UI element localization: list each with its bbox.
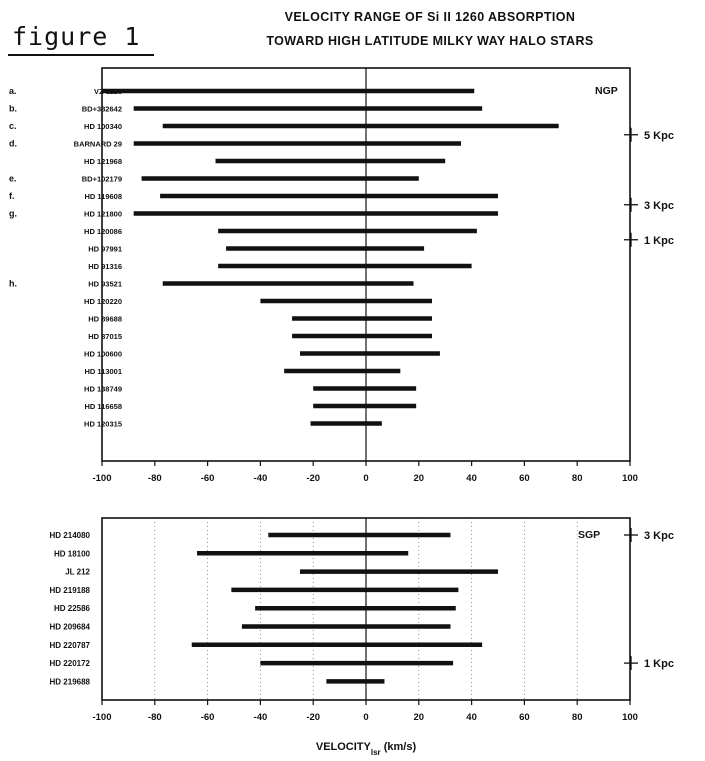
panel-2-x-axis-label: VELOCITYlsr (km/s) [316, 741, 417, 757]
panel-1-x-tick-label: 100 [622, 473, 638, 484]
panel-1-star-label: HD 121800 [84, 210, 122, 219]
panel-1-distance-label: 1 Kpc [644, 235, 674, 247]
panel-1-row-letter: c. [9, 121, 17, 131]
chart-title-line-1: VELOCITY RANGE OF Si II 1260 ABSORPTION [284, 10, 576, 24]
panel-2-star-label: HD 22586 [54, 604, 91, 613]
panel-1-row-letter: h. [9, 279, 17, 289]
panel-1-star-label: BD+102179 [82, 175, 122, 184]
panel-1-star-label: BARNARD 29 [74, 140, 122, 149]
panel-1-star-label: HD 116658 [84, 402, 122, 411]
panel-1-star-label: HD 100340 [84, 122, 122, 131]
panel-1-x-tick-label: -60 [201, 473, 215, 484]
panel-1-star-label: HD 121968 [84, 157, 122, 166]
panel-1-row-letter: e. [9, 174, 17, 184]
panel-1-star-label: HD 97991 [88, 245, 122, 254]
panel-1-star-label: BD+382642 [82, 105, 122, 114]
panel-1-distance-label: 5 Kpc [644, 130, 674, 142]
panel-1-row-letter: g. [9, 209, 17, 219]
panel-2-distance-label: 1 Kpc [644, 658, 674, 670]
panel-1-x-tick-label: 0 [363, 473, 368, 484]
panel-2-x-tick-label: 100 [622, 712, 638, 723]
panel-2-x-tick-label: -80 [148, 712, 162, 723]
panel-1-x-tick-label: -100 [92, 473, 111, 484]
panel-1-row-letter: b. [9, 104, 17, 114]
panel-2-x-tick-label: -60 [201, 712, 215, 723]
panel-1-star-label: HD 120086 [84, 227, 122, 236]
panel-1-distance-label: 3 Kpc [644, 200, 674, 212]
panel-2-star-label: HD 209684 [50, 623, 91, 632]
panel-2-panel-label: SGP [578, 529, 600, 541]
panel-2-distance-label: 3 Kpc [644, 530, 674, 542]
chart-title-line-2: TOWARD HIGH LATITUDE MILKY WAY HALO STAR… [266, 34, 594, 48]
panel-1-x-tick-label: -20 [306, 473, 320, 484]
panel-2-x-tick-label: 80 [572, 712, 583, 723]
panel-1-star-label: HD 87015 [88, 332, 122, 341]
panel-2-x-tick-label: 60 [519, 712, 530, 723]
panel-2-x-tick-label: 0 [363, 712, 368, 723]
panel-1-row-letter: d. [9, 139, 17, 149]
panel-1-star-label: HD 91316 [88, 262, 122, 271]
panel-1-star-label: HD 120315 [84, 420, 122, 429]
panel-1-row-letter: a. [9, 86, 17, 96]
panel-1-star-label: HD 138749 [84, 385, 122, 394]
panel-1-row-letter: f. [9, 191, 15, 201]
panel-2-x-tick-label: -100 [92, 712, 111, 723]
panel-2-star-label: HD 214080 [50, 531, 91, 540]
panel-1-star-label: VZ 1128 [94, 87, 122, 96]
panel-1-x-tick-label: 60 [519, 473, 530, 484]
panel-2-star-label: JL 212 [65, 568, 90, 577]
panel-1-star-label: HD 120220 [84, 297, 122, 306]
panel-2-star-label: HD 18100 [54, 549, 91, 558]
panel-1-x-tick-label: -40 [254, 473, 268, 484]
figure-label: figure 1 [12, 22, 141, 51]
panel-2-star-label: HD 220172 [50, 659, 91, 668]
panel-1-star-label: HD 119608 [84, 192, 122, 201]
panel-1-x-tick-label: -80 [148, 473, 162, 484]
panel-1-star-label: HD 100600 [84, 350, 122, 359]
panel-1-x-tick-label: 20 [414, 473, 425, 484]
panel-1-star-label: HD 113001 [84, 367, 122, 376]
panel-2-star-label: HD 219188 [50, 586, 91, 595]
panel-2-star-label: HD 219688 [50, 677, 91, 686]
panel-2-x-tick-label: 40 [466, 712, 477, 723]
panel-1-star-label: HD 93521 [88, 280, 122, 289]
panel-1-x-tick-label: 80 [572, 473, 583, 484]
panel-2-x-tick-label: -20 [306, 712, 320, 723]
panel-1-star-label: HD 89688 [88, 315, 122, 324]
panel-2-star-label: HD 220787 [50, 641, 91, 650]
figure-label-underline [8, 54, 154, 56]
panel-1-panel-label: NGP [595, 85, 618, 97]
panel-2-x-tick-label: -40 [254, 712, 268, 723]
panel-2-x-tick-label: 20 [414, 712, 425, 723]
panel-1-x-tick-label: 40 [466, 473, 477, 484]
